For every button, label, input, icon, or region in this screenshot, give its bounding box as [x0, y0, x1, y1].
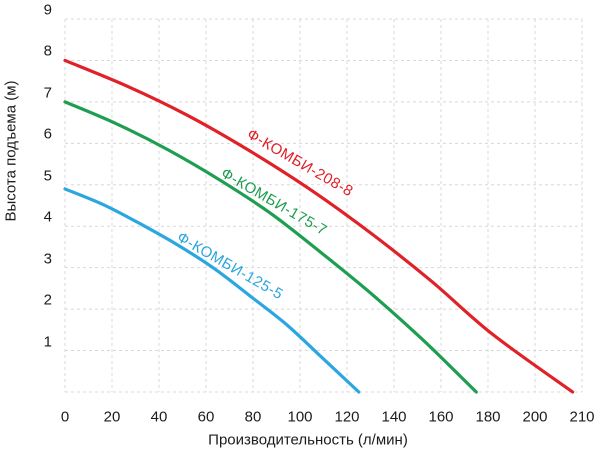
y-axis-title: Высота подъема (м) [2, 80, 20, 222]
x-tick-label-140: 140 [381, 408, 407, 426]
y-tick-label-9: 9 [43, 1, 52, 19]
x-tick-label-120: 120 [334, 408, 360, 426]
x-tick-label-80: 80 [244, 408, 262, 426]
x-tick-label-0: 0 [60, 408, 70, 426]
x-tick-label-100: 100 [287, 408, 313, 426]
x-tick-label-60: 60 [197, 408, 215, 426]
x-axis-title: Производительность (л/мин) [208, 431, 408, 449]
curve-Ф-КОМБИ-175-7 [63, 100, 478, 394]
x-tick-label-160: 160 [428, 408, 454, 426]
x-tick-label-200: 200 [522, 408, 548, 426]
y-tick-label-6: 6 [43, 125, 52, 143]
curve-Ф-КОМБИ-208-8 [63, 58, 575, 394]
x-tick-label-20: 20 [103, 408, 121, 426]
y-tick-label-1: 1 [43, 333, 52, 351]
x-tick-label-210: 210 [569, 408, 595, 426]
y-tick-label-8: 8 [43, 42, 52, 60]
y-tick-label-3: 3 [43, 250, 52, 268]
gridlines [64, 18, 583, 393]
curve-Ф-КОМБИ-125-5 [63, 187, 361, 394]
y-tick-label-5: 5 [43, 167, 52, 185]
y-tick-label-4: 4 [43, 208, 52, 226]
y-tick-label-2: 2 [43, 291, 52, 309]
x-tick-label-180: 180 [475, 408, 501, 426]
y-tick-label-7: 7 [43, 84, 52, 102]
x-tick-label-40: 40 [150, 408, 168, 426]
